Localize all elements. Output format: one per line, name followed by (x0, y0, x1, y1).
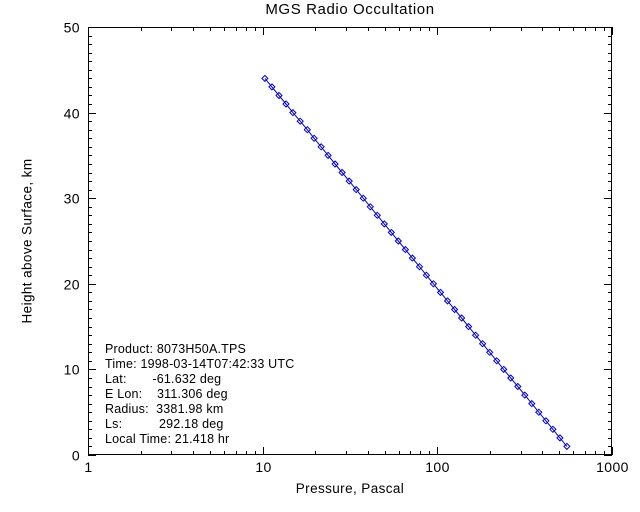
data-point-marker (563, 442, 571, 451)
data-point-marker (345, 177, 353, 185)
data-point-marker (366, 203, 375, 211)
data-point-marker (394, 237, 403, 245)
data-point-marker (296, 117, 304, 125)
data-line (264, 78, 568, 447)
data-point-marker (380, 220, 389, 228)
y-tick-label: 0 (72, 448, 80, 464)
data-point-marker (436, 288, 445, 297)
data-point-marker (373, 211, 382, 220)
data-point-marker (535, 408, 543, 416)
annotation-block: Product: 8073H50A.TPS Time: 1998-03-14T07… (105, 342, 294, 447)
data-point-marker (401, 245, 410, 254)
annotation-line: Local Time: 21.418 hr (105, 432, 230, 446)
data-point-marker (303, 125, 312, 134)
data-point-marker (450, 305, 459, 314)
annotation-line: Time: 1998-03-14T07:42:33 UTC (105, 357, 295, 371)
data-point-marker (275, 91, 283, 100)
y-tick-label: 30 (64, 191, 80, 207)
data-point-marker (310, 134, 318, 143)
y-tick-label: 20 (64, 277, 80, 293)
data-point-marker (478, 339, 487, 348)
annotation-line: Product: 8073H50A.TPS (105, 342, 247, 356)
annotation-line: Lat: -61.632 deg (105, 372, 222, 386)
annotation-line: Radius: 3381.98 km (105, 402, 224, 416)
data-point-marker (485, 348, 494, 357)
annotation-line: E Lon: 311.306 deg (105, 387, 228, 401)
data-point-marker (268, 83, 276, 91)
data-point-marker (408, 254, 417, 262)
data-point-marker (556, 434, 564, 442)
data-point-marker (324, 151, 332, 160)
data-point-marker (471, 331, 480, 339)
data-point-marker (317, 143, 325, 151)
data-point-marker (528, 399, 536, 408)
data-point-marker (387, 228, 396, 237)
data-point-marker (289, 108, 297, 117)
data-point-marker (359, 194, 368, 202)
data-point-marker (464, 322, 473, 331)
y-tick-label: 10 (64, 362, 80, 378)
data-point-marker (331, 160, 339, 168)
data-point-marker (521, 391, 529, 399)
data-point-marker (429, 280, 438, 288)
chart-title: MGS Radio Occultation (265, 1, 435, 18)
data-point-marker (422, 271, 431, 279)
data-point-marker (415, 262, 424, 271)
x-axis-title: Pressure, Pascal (295, 481, 405, 496)
data-point-marker (261, 74, 269, 83)
y-tick-label: 50 (64, 20, 80, 36)
data-point-marker (338, 168, 346, 177)
data-point-marker (499, 365, 508, 374)
annotation-line: Ls: 292.18 deg (105, 417, 224, 431)
x-tick-label: 1 (84, 459, 92, 475)
data-point-marker (506, 374, 515, 382)
data-point-marker (492, 357, 501, 365)
x-tick-label: 1000 (596, 459, 629, 475)
data-point-marker (542, 417, 550, 425)
x-tick-label: 100 (425, 459, 450, 475)
data-point-marker (352, 185, 360, 194)
data-point-marker (457, 314, 466, 322)
y-axis-title: Height above Surface, km (19, 158, 35, 324)
data-point-marker (282, 100, 290, 108)
data-point-marker (443, 297, 452, 305)
data-point-marker (549, 425, 557, 434)
data-point-marker (514, 382, 522, 391)
y-tick-label: 40 (64, 106, 80, 122)
x-tick-label: 10 (255, 459, 271, 475)
